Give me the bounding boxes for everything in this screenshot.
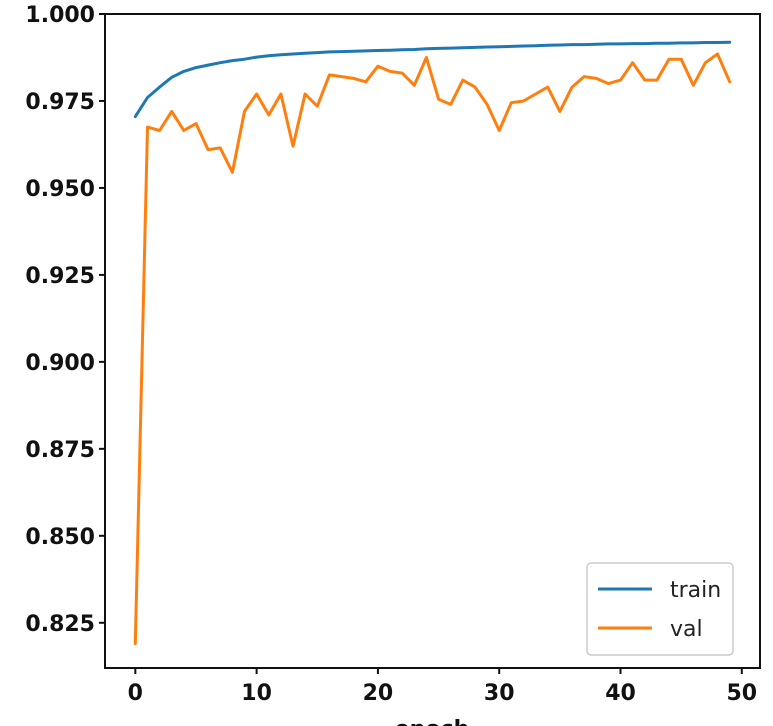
x-tick-label: 30	[484, 681, 515, 706]
legend-label-val: val	[670, 617, 703, 642]
x-tick-label: 40	[605, 681, 636, 706]
y-tick-label: 0.900	[25, 351, 95, 376]
x-tick-label: 0	[128, 681, 143, 706]
legend-box	[586, 562, 734, 656]
x-tick-label: 50	[726, 681, 757, 706]
y-tick-label: 0.850	[25, 525, 95, 550]
legend: train val	[586, 562, 734, 656]
x-tick-label: 10	[241, 681, 272, 706]
series-line-train	[133, 40, 732, 119]
plot-area	[104, 13, 761, 669]
x-ticks: 0 10 20 30 40 50	[128, 668, 757, 706]
series-line-val	[133, 52, 732, 646]
y-tick-label: 0.975	[25, 90, 95, 115]
y-tick-label: 0.825	[25, 612, 95, 637]
x-axis-label: epoch	[395, 717, 470, 726]
y-tick-label: 0.925	[25, 264, 95, 289]
y-tick-label: 0.875	[25, 438, 95, 463]
y-tick-label: 1.000	[25, 3, 95, 28]
series-lines	[133, 40, 732, 646]
y-ticks: 0.825 0.850 0.875 0.900 0.925 0.950 0.975 1.000	[25, 3, 105, 637]
legend-label-train: train	[670, 578, 721, 603]
y-tick-label: 0.950	[25, 177, 95, 202]
x-tick-label: 20	[363, 681, 394, 706]
